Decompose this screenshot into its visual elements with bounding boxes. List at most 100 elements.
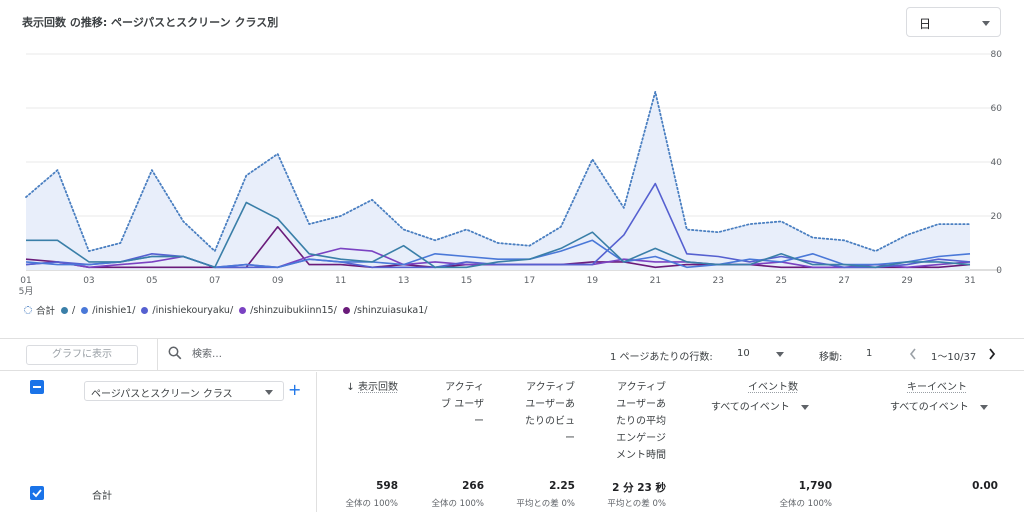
x-tick-label: 19 — [587, 276, 599, 286]
period-select-value: 日 — [919, 17, 932, 31]
column-header-line: アクティ — [445, 382, 484, 393]
total-active-users-sub: 全体の 100% — [431, 499, 484, 509]
search-input[interactable] — [192, 344, 432, 364]
minus-icon — [33, 386, 41, 388]
series-area-total — [26, 91, 970, 270]
divider — [0, 370, 1024, 371]
column-header-views[interactable]: ↓ 表示回数 — [346, 379, 398, 396]
chevron-down-icon — [801, 404, 809, 410]
total-avg-engagement-time: 2 分 23 秒 — [612, 482, 666, 494]
x-tick-label: 31 — [964, 276, 975, 286]
total-row-checkbox[interactable] — [30, 486, 44, 500]
chart-legend: 合計 / /inishie1/ /inishiekouryaku/ /shinz… — [24, 303, 433, 317]
total-row-label: 合計 — [92, 491, 112, 502]
total-views-sub: 全体の 100% — [345, 499, 398, 509]
series-line — [25, 90, 971, 252]
divider — [0, 338, 1024, 339]
pagination-range: 1〜10/37 — [931, 352, 977, 363]
x-tick-label: 25 — [775, 276, 786, 286]
x-month-label: 5月 — [19, 286, 34, 296]
column-header-views-per-user[interactable]: アクティブ ユーザーあ たりのビュ ー — [525, 379, 575, 447]
x-tick-label: 03 — [83, 276, 94, 286]
column-header-avg-engagement-time[interactable]: アクティブ ユーザーあ たりの平均 エンゲージ メント時間 — [616, 379, 666, 464]
goto-label: 移動: — [819, 352, 843, 363]
legend-label: /shinzuiasuka1/ — [353, 304, 428, 316]
column-header-line: ブ ユーザ — [441, 399, 484, 410]
column-header-line: ー — [565, 433, 575, 444]
chevron-down-icon — [265, 390, 273, 395]
chevron-down-icon — [982, 21, 990, 26]
add-dimension-icon[interactable]: + — [288, 380, 302, 399]
column-header-line: メント時間 — [616, 450, 666, 461]
dot-icon — [141, 306, 149, 314]
x-tick-label: 17 — [524, 276, 535, 286]
y-tick-label: 60 — [991, 104, 1003, 114]
check-icon — [32, 489, 42, 498]
x-tick-label: 07 — [209, 276, 220, 286]
period-select[interactable]: 日 — [906, 7, 1001, 37]
event-filter-select[interactable]: すべてのイベント — [711, 398, 809, 413]
column-header-line: イベント数 — [748, 382, 798, 393]
dot-icon — [61, 306, 69, 314]
legend-label: / — [72, 304, 76, 316]
legend-label: /inishiekouryaku/ — [152, 304, 234, 316]
chevron-down-icon — [980, 404, 988, 410]
y-tick-label: 80 — [991, 50, 1003, 60]
chevron-left-icon[interactable] — [908, 347, 918, 361]
show-in-graph-button[interactable]: グラフに表示 — [26, 345, 138, 365]
total-avg-engagement-time-sub: 平均との差 0% — [607, 499, 666, 509]
dotted-circle-icon — [24, 306, 32, 314]
legend-item-inishie1[interactable]: /inishie1/ — [81, 305, 135, 316]
series-line — [26, 201, 971, 269]
goto-page-input[interactable]: 1 — [866, 348, 873, 359]
total-views-per-user: 2.25 — [549, 480, 575, 492]
column-header-line: アクティブ — [617, 382, 666, 393]
line-chart: 80 60 40 20 0 01 03 05 07 09 11 13 15 17 19 21 23 25 27 29 3… — [19, 50, 1003, 296]
column-header-active-users[interactable]: アクティ ブ ユーザ ー — [441, 379, 484, 430]
dot-icon — [342, 306, 350, 314]
chevron-down-icon — [776, 352, 784, 357]
search-icon — [168, 346, 182, 360]
x-tick-label: 13 — [398, 276, 409, 286]
legend-label: /inishie1/ — [92, 304, 136, 316]
column-header-line: エンゲージ — [616, 433, 666, 444]
x-tick-label: 27 — [838, 276, 849, 286]
column-header-event-count[interactable]: イベント数 — [748, 379, 798, 396]
legend-item-total[interactable]: 合計 — [24, 303, 55, 317]
y-tick-label: 0 — [996, 266, 1002, 276]
legend-item-shinzuiasuka1[interactable]: /shinzuiasuka1/ — [342, 304, 428, 316]
chevron-right-icon[interactable] — [987, 347, 997, 361]
x-tick-label: 11 — [335, 276, 346, 286]
divider — [157, 338, 158, 370]
key-event-filter-select[interactable]: すべてのイベント — [890, 398, 988, 413]
column-header-line: ユーザーあ — [616, 399, 666, 410]
y-tick-label: 20 — [991, 212, 1003, 222]
arrow-down-icon: ↓ — [346, 382, 355, 393]
select-all-checkbox[interactable] — [30, 380, 44, 394]
total-views: 598 — [376, 480, 398, 492]
total-key-events: 0.00 — [972, 480, 998, 492]
rows-per-page-select[interactable]: 10 — [736, 344, 786, 364]
divider — [316, 372, 317, 512]
dimension-select-label: ページパスとスクリーン クラス — [91, 389, 233, 400]
dimension-select[interactable]: ページパスとスクリーン クラス — [84, 381, 284, 401]
column-header-line: 表示回数 — [358, 382, 398, 393]
event-filter-label: すべてのイベント — [710, 402, 790, 413]
x-tick-label: 21 — [650, 276, 661, 286]
legend-item-shinzuibukiinn15[interactable]: /shinzuibukiinn15/ — [239, 305, 337, 316]
key-event-filter-label: すべてのイベント — [889, 402, 969, 413]
column-header-line: アクティブ — [526, 382, 575, 393]
total-event-count: 1,790 — [798, 480, 832, 492]
total-views-per-user-sub: 平均との差 0% — [516, 499, 575, 509]
chart-title: 表示回数 の推移: ページパスとスクリーン クラス別 — [22, 16, 279, 29]
column-header-line: ユーザーあ — [525, 399, 575, 410]
x-tick-label: 23 — [713, 276, 724, 286]
legend-item-root[interactable]: / — [61, 305, 75, 316]
column-header-key-events[interactable]: キーイベント — [907, 379, 967, 396]
rows-per-page-label: 1 ページあたりの行数: — [610, 352, 713, 363]
legend-label: /shinzuibukiinn15/ — [250, 304, 337, 316]
x-tick-label: 29 — [901, 276, 913, 286]
legend-item-inishiekouryaku[interactable]: /inishiekouryaku/ — [141, 305, 233, 316]
x-tick-label: 05 — [146, 276, 157, 286]
column-header-line: たりの平均 — [616, 416, 666, 427]
